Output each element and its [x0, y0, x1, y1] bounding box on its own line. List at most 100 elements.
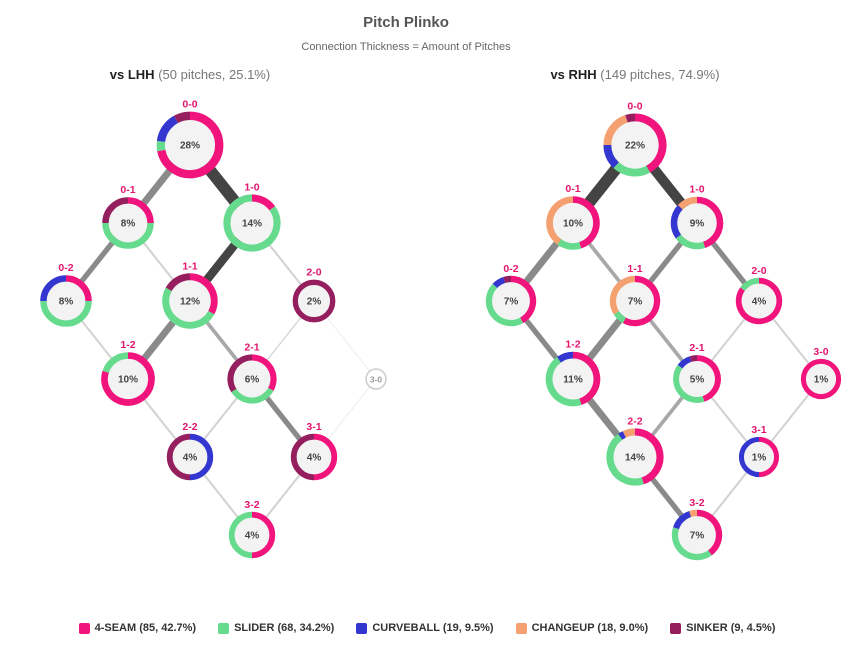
legend-swatch — [356, 622, 368, 634]
count-label: 0-0 — [182, 99, 197, 111]
legend-label: SLIDER (68, 34.2%) — [234, 622, 335, 634]
mix-segment-4seam — [758, 436, 779, 478]
node-center — [679, 361, 715, 397]
count-node-1-2[interactable]: 10% 1-2 — [101, 339, 155, 406]
node-pct: 7% — [690, 531, 705, 542]
count-label: 3-2 — [244, 499, 259, 511]
mix-segment-changeup — [603, 115, 628, 146]
mix-segment-slider — [671, 527, 712, 561]
count-node-3-0[interactable]: 3-0 — [365, 368, 387, 390]
count-node-0-2[interactable]: 7% 0-2 — [485, 263, 537, 327]
legend-item-sinker[interactable]: SINKER (9, 4.5%) — [670, 622, 775, 634]
count-label: 2-1 — [689, 342, 704, 354]
count-node-3-1[interactable]: 4% 3-1 — [290, 421, 338, 481]
legend-swatch — [515, 622, 527, 634]
count-node-3-1[interactable]: 1% 3-1 — [739, 424, 779, 478]
node-pct: 7% — [628, 297, 643, 308]
mix-segment-slider — [606, 433, 644, 486]
node-center — [677, 203, 717, 243]
legend-item-4seam[interactable]: 4-SEAM (85, 42.7%) — [78, 622, 196, 634]
legend-item-slider[interactable]: SLIDER (68, 34.2%) — [218, 622, 334, 634]
count-node-0-1[interactable]: 8% 0-1 — [102, 184, 154, 249]
panels: vs LHH (50 pitches, 25.1%) 28% 0-0 8% 0-1 14%… — [40, 67, 842, 561]
mix-segment-4seam — [572, 351, 601, 405]
panel-title: vs RHH (149 pitches, 74.9%) — [550, 67, 719, 82]
node-pct: 12% — [180, 297, 200, 308]
mix-segment-changeup — [609, 275, 636, 315]
legend-label: CHANGEUP (18, 9.0%) — [531, 622, 649, 634]
count-node-1-0[interactable]: 14% 1-0 — [223, 181, 281, 252]
node-pct: 4% — [245, 531, 260, 542]
count-node-1-2[interactable]: 11% 1-2 — [545, 339, 601, 407]
count-node-0-0[interactable]: 28% 0-0 — [156, 99, 224, 179]
mix-segment-curveball — [739, 436, 760, 478]
count-node-2-2[interactable]: 14% 2-2 — [606, 415, 664, 486]
mix-segment-sinker — [166, 433, 191, 481]
count-node-1-0[interactable]: 9% 1-0 — [670, 184, 724, 250]
legend-item-changeup[interactable]: CHANGEUP (18, 9.0%) — [515, 622, 649, 634]
node-pct: 4% — [752, 297, 767, 308]
mix-segment-4seam — [696, 355, 721, 402]
mix-segment-slider — [613, 162, 651, 177]
mix-segment-4seam — [572, 196, 600, 249]
count-node-2-1[interactable]: 5% 2-1 — [673, 342, 721, 403]
count-node-3-2[interactable]: 7% 3-2 — [671, 497, 723, 561]
count-node-2-1[interactable]: 6% 2-1 — [227, 341, 277, 404]
mix-segment-curveball — [40, 275, 67, 302]
node-center — [741, 283, 777, 319]
mix-segment-slider — [675, 234, 706, 250]
node-center — [169, 280, 211, 322]
node-pct: 2% — [307, 297, 322, 308]
count-node-2-2[interactable]: 4% 2-2 — [166, 421, 214, 481]
mix-segment-4seam — [735, 277, 783, 325]
count-node-0-1[interactable]: 10% 0-1 — [546, 183, 600, 250]
mix-segment-sinker — [290, 433, 315, 481]
legend-swatch — [670, 622, 682, 634]
node-center — [108, 203, 148, 243]
count-node-3-2[interactable]: 4% 3-2 — [228, 499, 276, 559]
mix-segment-4seam — [696, 509, 723, 556]
mix-segment-4seam — [696, 196, 724, 249]
node-center — [164, 119, 216, 171]
count-label: 2-2 — [627, 415, 642, 427]
count-node-2-0[interactable]: 2% 2-0 — [292, 267, 336, 323]
mix-segment-curveball — [492, 277, 506, 289]
node-center — [107, 358, 149, 400]
count-node-0-0[interactable]: 22% 0-0 — [603, 100, 667, 177]
node-center — [172, 439, 208, 475]
mix-segment-changeup — [689, 509, 698, 518]
mix-segment-4seam — [251, 194, 276, 211]
panel-vs-rhh: vs RHH (149 pitches, 74.9%) 22% 0-0 10% 0-1 9… — [485, 67, 842, 561]
node-center — [678, 516, 716, 554]
count-node-1-1[interactable]: 7% 1-1 — [609, 263, 661, 327]
count-label: 1-0 — [689, 184, 704, 196]
panel-title-name: vs LHH — [110, 67, 155, 82]
count-label: 1-1 — [627, 263, 642, 275]
mix-segment-slider — [545, 356, 582, 407]
node-center — [552, 202, 594, 244]
count-label: 1-1 — [182, 260, 197, 272]
mix-segment-slider — [557, 239, 582, 250]
mix-segment-4seam — [157, 111, 224, 179]
legend-item-curveball[interactable]: CURVEBALL (19, 9.5%) — [356, 622, 494, 634]
node-center — [552, 358, 594, 400]
count-node-0-2[interactable]: 8% 0-2 — [40, 262, 92, 327]
count-node-1-1[interactable]: 12% 1-1 — [162, 260, 218, 329]
node-center — [805, 363, 837, 395]
count-label: 3-0 — [813, 346, 828, 358]
node-pct: 4% — [307, 453, 322, 464]
legend-label: CURVEBALL (19, 9.5%) — [372, 622, 494, 634]
panel-title-name: vs RHH — [550, 67, 596, 82]
count-label: 2-2 — [182, 421, 197, 433]
node-pct: 6% — [245, 375, 260, 386]
count-node-2-0[interactable]: 4% 2-0 — [735, 265, 783, 325]
mix-segment-curveball — [673, 511, 692, 530]
count-node-3-0[interactable]: 1% 3-0 — [800, 346, 842, 400]
mix-segment-4seam — [800, 358, 842, 400]
mix-segment-4seam — [634, 113, 667, 173]
mix-segment-curveball — [618, 431, 626, 440]
mix-segment-sinker — [292, 279, 336, 323]
node-center — [616, 282, 654, 320]
chart-title: Pitch Plinko — [363, 14, 449, 31]
count-label: 3-1 — [751, 424, 766, 436]
